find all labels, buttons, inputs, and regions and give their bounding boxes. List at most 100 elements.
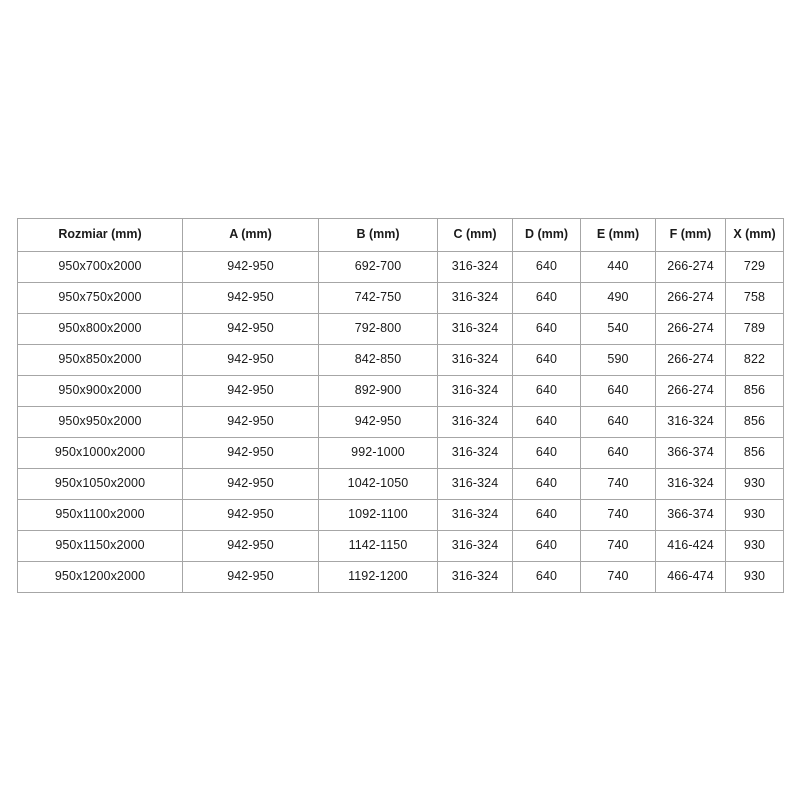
table-row: 950x800x2000 942-950 792-800 316-324 640… bbox=[17, 313, 784, 345]
cell-e: 590 bbox=[580, 344, 656, 376]
table-header-row: Rozmiar (mm) A (mm) B (mm) C (mm) D (mm)… bbox=[17, 218, 784, 252]
cell-f: 266-274 bbox=[655, 375, 726, 407]
cell-d: 640 bbox=[512, 468, 581, 500]
column-header-f: F (mm) bbox=[655, 218, 726, 252]
cell-c: 316-324 bbox=[437, 313, 513, 345]
cell-c: 316-324 bbox=[437, 530, 513, 562]
cell-x: 758 bbox=[725, 282, 784, 314]
cell-a: 942-950 bbox=[182, 282, 319, 314]
cell-a: 942-950 bbox=[182, 530, 319, 562]
cell-d: 640 bbox=[512, 375, 581, 407]
table-row: 950x900x2000 942-950 892-900 316-324 640… bbox=[17, 375, 784, 407]
cell-e: 440 bbox=[580, 251, 656, 283]
cell-e: 740 bbox=[580, 468, 656, 500]
table-row: 950x1000x2000 942-950 992-1000 316-324 6… bbox=[17, 437, 784, 469]
column-header-b: B (mm) bbox=[318, 218, 438, 252]
cell-a: 942-950 bbox=[182, 344, 319, 376]
cell-c: 316-324 bbox=[437, 468, 513, 500]
table-row: 950x850x2000 942-950 842-850 316-324 640… bbox=[17, 344, 784, 376]
cell-f: 366-374 bbox=[655, 499, 726, 531]
cell-f: 316-324 bbox=[655, 406, 726, 438]
dimension-table: Rozmiar (mm) A (mm) B (mm) C (mm) D (mm)… bbox=[17, 218, 784, 593]
cell-b: 1142-1150 bbox=[318, 530, 438, 562]
column-header-e: E (mm) bbox=[580, 218, 656, 252]
table-row: 950x1050x2000 942-950 1042-1050 316-324 … bbox=[17, 468, 784, 500]
cell-a: 942-950 bbox=[182, 313, 319, 345]
column-header-d: D (mm) bbox=[512, 218, 581, 252]
cell-rozmiar: 950x1050x2000 bbox=[17, 468, 183, 500]
cell-e: 640 bbox=[580, 437, 656, 469]
cell-a: 942-950 bbox=[182, 375, 319, 407]
cell-c: 316-324 bbox=[437, 561, 513, 593]
cell-x: 930 bbox=[725, 468, 784, 500]
cell-b: 992-1000 bbox=[318, 437, 438, 469]
cell-e: 740 bbox=[580, 561, 656, 593]
cell-c: 316-324 bbox=[437, 344, 513, 376]
cell-a: 942-950 bbox=[182, 561, 319, 593]
cell-rozmiar: 950x1200x2000 bbox=[17, 561, 183, 593]
cell-x: 930 bbox=[725, 499, 784, 531]
cell-f: 266-274 bbox=[655, 344, 726, 376]
cell-e: 490 bbox=[580, 282, 656, 314]
cell-f: 266-274 bbox=[655, 251, 726, 283]
cell-rozmiar: 950x1100x2000 bbox=[17, 499, 183, 531]
cell-rozmiar: 950x1000x2000 bbox=[17, 437, 183, 469]
cell-b: 692-700 bbox=[318, 251, 438, 283]
cell-d: 640 bbox=[512, 344, 581, 376]
dimension-table-container: Rozmiar (mm) A (mm) B (mm) C (mm) D (mm)… bbox=[17, 218, 784, 593]
cell-b: 942-950 bbox=[318, 406, 438, 438]
cell-c: 316-324 bbox=[437, 251, 513, 283]
cell-f: 266-274 bbox=[655, 313, 726, 345]
table-row: 950x700x2000 942-950 692-700 316-324 640… bbox=[17, 251, 784, 283]
column-header-x: X (mm) bbox=[725, 218, 784, 252]
cell-rozmiar: 950x850x2000 bbox=[17, 344, 183, 376]
cell-c: 316-324 bbox=[437, 282, 513, 314]
cell-a: 942-950 bbox=[182, 251, 319, 283]
cell-d: 640 bbox=[512, 499, 581, 531]
cell-b: 792-800 bbox=[318, 313, 438, 345]
cell-a: 942-950 bbox=[182, 468, 319, 500]
cell-rozmiar: 950x750x2000 bbox=[17, 282, 183, 314]
cell-rozmiar: 950x700x2000 bbox=[17, 251, 183, 283]
cell-f: 266-274 bbox=[655, 282, 726, 314]
cell-b: 842-850 bbox=[318, 344, 438, 376]
cell-d: 640 bbox=[512, 406, 581, 438]
cell-d: 640 bbox=[512, 561, 581, 593]
table-row: 950x1200x2000 942-950 1192-1200 316-324 … bbox=[17, 561, 784, 593]
cell-a: 942-950 bbox=[182, 499, 319, 531]
cell-e: 740 bbox=[580, 499, 656, 531]
cell-b: 742-750 bbox=[318, 282, 438, 314]
column-header-c: C (mm) bbox=[437, 218, 513, 252]
cell-c: 316-324 bbox=[437, 375, 513, 407]
cell-x: 856 bbox=[725, 375, 784, 407]
cell-e: 740 bbox=[580, 530, 656, 562]
table-body: 950x700x2000 942-950 692-700 316-324 640… bbox=[17, 251, 784, 593]
table-row: 950x950x2000 942-950 942-950 316-324 640… bbox=[17, 406, 784, 438]
cell-f: 466-474 bbox=[655, 561, 726, 593]
cell-d: 640 bbox=[512, 251, 581, 283]
cell-x: 789 bbox=[725, 313, 784, 345]
cell-f: 316-324 bbox=[655, 468, 726, 500]
cell-rozmiar: 950x900x2000 bbox=[17, 375, 183, 407]
cell-b: 1042-1050 bbox=[318, 468, 438, 500]
table-row: 950x1150x2000 942-950 1142-1150 316-324 … bbox=[17, 530, 784, 562]
cell-e: 540 bbox=[580, 313, 656, 345]
cell-x: 930 bbox=[725, 530, 784, 562]
cell-x: 930 bbox=[725, 561, 784, 593]
cell-f: 366-374 bbox=[655, 437, 726, 469]
cell-a: 942-950 bbox=[182, 406, 319, 438]
cell-b: 1092-1100 bbox=[318, 499, 438, 531]
cell-rozmiar: 950x950x2000 bbox=[17, 406, 183, 438]
cell-b: 1192-1200 bbox=[318, 561, 438, 593]
column-header-a: A (mm) bbox=[182, 218, 319, 252]
cell-rozmiar: 950x800x2000 bbox=[17, 313, 183, 345]
cell-e: 640 bbox=[580, 406, 656, 438]
cell-x: 822 bbox=[725, 344, 784, 376]
cell-rozmiar: 950x1150x2000 bbox=[17, 530, 183, 562]
cell-d: 640 bbox=[512, 437, 581, 469]
cell-x: 729 bbox=[725, 251, 784, 283]
table-header: Rozmiar (mm) A (mm) B (mm) C (mm) D (mm)… bbox=[17, 218, 784, 252]
cell-f: 416-424 bbox=[655, 530, 726, 562]
cell-c: 316-324 bbox=[437, 437, 513, 469]
